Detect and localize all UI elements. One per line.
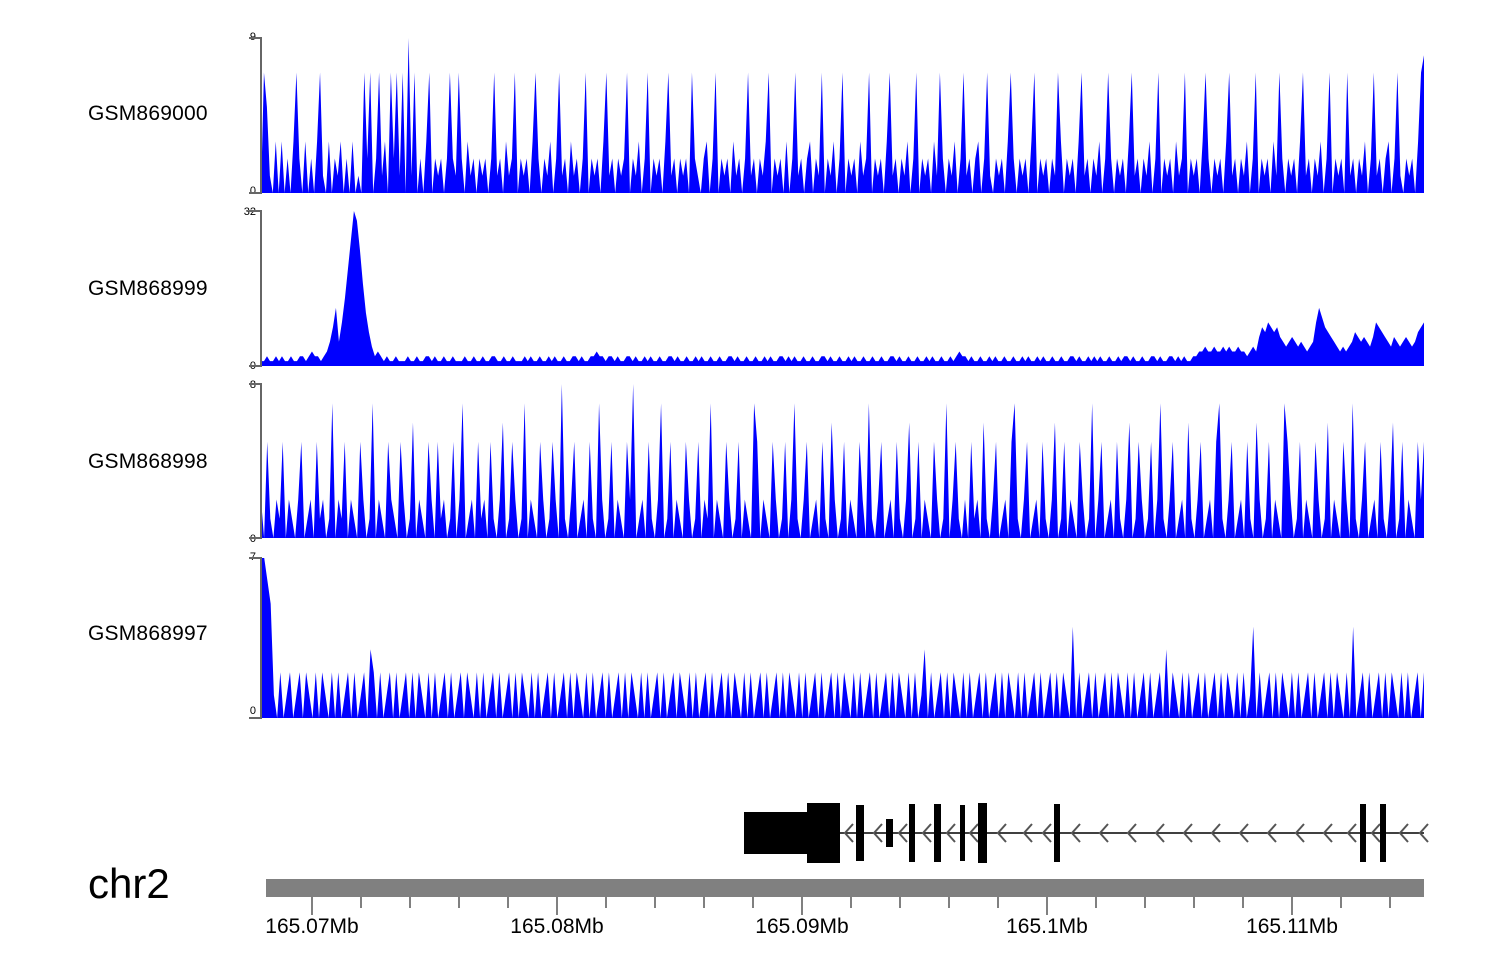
strand-arrow-icon bbox=[1041, 823, 1052, 843]
strand-arrow-icon bbox=[1210, 823, 1221, 843]
gene-exon-block[interactable] bbox=[978, 803, 987, 863]
gene-exon-block[interactable] bbox=[934, 804, 941, 862]
y-axis-bracket bbox=[249, 557, 262, 719]
gene-utr-block[interactable] bbox=[744, 812, 807, 854]
strand-arrow-icon bbox=[1126, 823, 1137, 843]
strand-arrow-icon bbox=[921, 823, 932, 843]
track-label: GSM869000 bbox=[88, 102, 208, 125]
strand-arrow-icon bbox=[1070, 823, 1081, 843]
axis-tick-label: 165.07Mb bbox=[265, 915, 359, 938]
gene-exon-block[interactable] bbox=[1054, 804, 1060, 862]
gene-exon-block[interactable] bbox=[856, 805, 864, 861]
axis-ticks bbox=[311, 897, 1391, 915]
axis-tick-label: 165.1Mb bbox=[1006, 915, 1088, 938]
strand-arrow-icon bbox=[1098, 823, 1109, 843]
axis-tick-label: 165.09Mb bbox=[755, 915, 849, 938]
y-axis-bracket bbox=[249, 383, 262, 539]
strand-arrow-icon bbox=[1370, 823, 1381, 843]
ideogram bbox=[266, 879, 1424, 897]
track-label: GSM868998 bbox=[88, 450, 208, 473]
strand-arrow-icon bbox=[1322, 823, 1333, 843]
axis-min-label: 0 bbox=[249, 705, 256, 717]
strand-arrow-icon bbox=[1238, 823, 1249, 843]
strand-arrow-icon bbox=[1022, 823, 1033, 843]
coverage-fill bbox=[261, 211, 1424, 366]
coverage-area-GSM868999 bbox=[261, 211, 1424, 366]
y-axis-GSM868999 bbox=[249, 210, 262, 367]
strand-arrow-icon bbox=[872, 823, 883, 843]
gene-exon-block[interactable] bbox=[960, 805, 965, 861]
coverage-fill bbox=[261, 384, 1424, 538]
strand-arrow-icon bbox=[1294, 823, 1305, 843]
strand-arrow-icon bbox=[945, 823, 956, 843]
strand-arrow-icon bbox=[843, 823, 854, 843]
gene-exon-block[interactable] bbox=[909, 804, 915, 862]
chromosome-label: chr2 bbox=[88, 860, 170, 907]
y-axis-GSM868997 bbox=[249, 557, 262, 719]
gene-exon-block[interactable] bbox=[1380, 804, 1386, 862]
gene-exon-block[interactable] bbox=[1360, 804, 1366, 862]
strand-arrow-icon bbox=[1346, 823, 1357, 843]
y-axis-bracket bbox=[249, 210, 262, 367]
strand-arrow-icon bbox=[968, 823, 979, 843]
gene-exon-block[interactable] bbox=[807, 803, 840, 863]
y-axis-bracket bbox=[249, 37, 262, 194]
coverage-area-GSM868997 bbox=[261, 558, 1424, 718]
strand-arrow-icon bbox=[996, 823, 1007, 843]
coverage-area-GSM869000 bbox=[261, 38, 1424, 193]
track-label: GSM868997 bbox=[88, 622, 208, 645]
track-label: GSM868999 bbox=[88, 277, 208, 300]
strand-arrow-icon bbox=[1418, 823, 1429, 843]
strand-arrow-icon bbox=[1398, 823, 1409, 843]
axis-tick-label: 165.11Mb bbox=[1246, 915, 1338, 938]
coverage-fill bbox=[261, 558, 1424, 718]
y-axis-GSM868998 bbox=[249, 383, 262, 539]
axis-tick-label: 165.08Mb bbox=[510, 915, 604, 938]
gene-exon-block[interactable] bbox=[886, 819, 893, 847]
strand-arrow-icon bbox=[897, 823, 908, 843]
axis-min-label: 0 bbox=[249, 185, 256, 197]
strand-arrow-icon bbox=[1154, 823, 1165, 843]
strand-arrow-icon bbox=[1266, 823, 1277, 843]
coverage-fill bbox=[261, 38, 1424, 193]
gene-model bbox=[744, 803, 1429, 863]
y-axis-GSM869000 bbox=[249, 37, 262, 194]
ideogram-bar[interactable] bbox=[266, 879, 1424, 897]
strand-arrow-icon bbox=[1182, 823, 1193, 843]
coverage-area-GSM868998 bbox=[261, 384, 1424, 538]
